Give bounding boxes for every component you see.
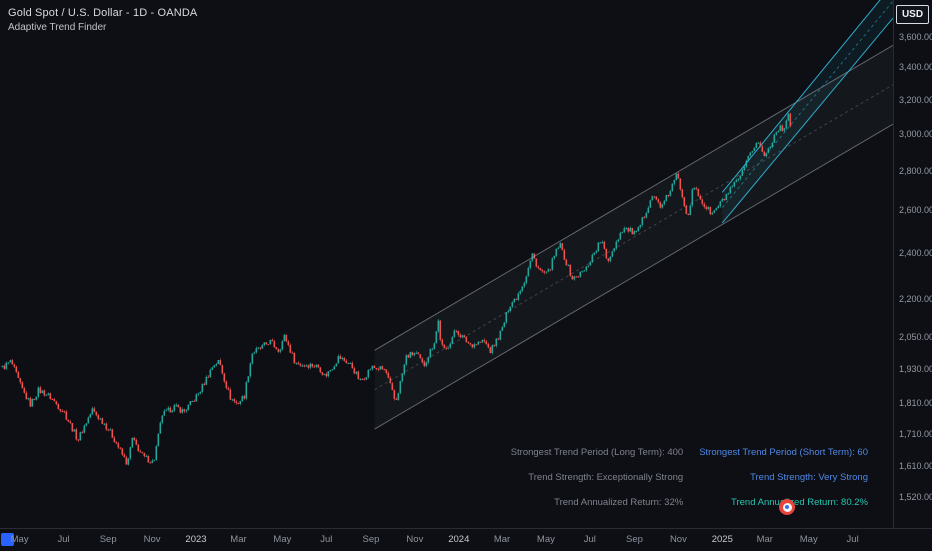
stat-short-term: Trend Annualized Return: 80.2% — [731, 497, 868, 508]
time-axis-label: Mar — [230, 534, 247, 545]
time-axis-label: Jul — [320, 534, 333, 545]
trend-stats-panel: Strongest Trend Period (Long Term): 400 S… — [511, 440, 868, 515]
price-axis-label: 1,810.000 — [899, 398, 932, 409]
short-term channel-upper-line — [721, 0, 881, 193]
price-axis-label: 3,400.000 — [899, 62, 932, 73]
time-axis-label: Nov — [143, 534, 161, 545]
price-axis-label: 1,610.000 — [899, 460, 932, 471]
stat-short-term: Trend Strength: Very Strong — [750, 472, 868, 483]
time-axis-label: May — [10, 534, 29, 545]
long-term channel-lower-line — [374, 123, 893, 430]
time-axis-label: Mar — [493, 534, 511, 545]
price-axis-label: 3,200.000 — [899, 94, 932, 105]
record-indicator-inner — [782, 502, 792, 512]
long-term channel-upper-line — [374, 44, 893, 351]
long-term channel-mid-line — [374, 84, 893, 391]
price-axis-label: 1,520.000 — [899, 491, 932, 502]
time-axis-label: 2024 — [448, 534, 470, 545]
price-axis-label: 2,600.000 — [899, 205, 932, 216]
price-axis-label: 1,710.000 — [899, 428, 932, 439]
record-indicator-dot — [785, 505, 789, 509]
time-axis-label: Sep — [362, 534, 380, 545]
stat-long-term: Trend Annualized Return: 32% — [554, 497, 684, 508]
time-axis-label: May — [799, 534, 818, 545]
channel-fills — [374, 0, 893, 430]
indicator-name[interactable]: Adaptive Trend Finder — [8, 22, 107, 33]
time-axis-label: Nov — [406, 534, 424, 545]
symbol-title[interactable]: Gold Spot / U.S. Dollar - 1D - OANDA — [8, 7, 198, 19]
price-axis-label: 2,200.000 — [899, 294, 932, 305]
chart-pane[interactable]: Gold Spot / U.S. Dollar - 1D - OANDA Ada… — [0, 0, 893, 528]
time-axis-label: Jul — [583, 534, 596, 545]
short-term channel-mid-line — [721, 0, 893, 208]
price-axis-label: 3,600.000 — [899, 32, 932, 42]
time-axis-label: Nov — [669, 534, 687, 545]
short-term channel-lower-line — [721, 17, 893, 224]
time-axis-label: Jul — [846, 534, 859, 545]
stat-long-term: Strongest Trend Period (Long Term): 400 — [510, 447, 684, 458]
stat-long-term: Trend Strength: Exceptionally Strong — [528, 472, 684, 483]
price-axis[interactable]: USD 3,600.000 3,400.000 3,200.000 3,000.000… — [893, 0, 932, 528]
price-axis-label: 1,930.000 — [899, 364, 932, 375]
channel-lines — [374, 0, 893, 430]
time-axis-label: Sep — [626, 534, 643, 545]
time-axis-label: Sep — [99, 534, 117, 545]
stat-short-term: Strongest Trend Period (Short Term): 60 — [699, 447, 868, 458]
symbol-legend: Gold Spot / U.S. Dollar - 1D - OANDA Ada… — [8, 7, 197, 33]
price-axis-label: 2,400.000 — [899, 248, 932, 259]
blue-marker-icon — [1, 533, 14, 546]
time-axis-label: May — [273, 534, 292, 545]
price-axis-label: 3,000.000 — [899, 129, 932, 140]
candlestick-series — [1, 112, 792, 466]
time-axis-label: Jul — [57, 534, 70, 545]
time-axis[interactable]: May Jul Sep Nov 2023 Mar May Jul Sep Nov 2024 Mar Ma… — [0, 528, 932, 551]
price-axis-label: 2,050.000 — [899, 332, 932, 343]
price-chart[interactable] — [0, 0, 893, 528]
record-indicator-icon — [779, 499, 795, 515]
time-axis-label: Mar — [756, 534, 773, 545]
currency-button[interactable]: USD — [896, 5, 929, 24]
time-axis-label: 2025 — [711, 534, 733, 545]
time-axis-label: 2023 — [185, 534, 207, 545]
price-axis-label: 2,800.000 — [899, 165, 932, 176]
short-term channel-fill — [722, 0, 893, 223]
time-axis-label: May — [536, 534, 555, 545]
long-term channel-fill — [374, 45, 893, 430]
